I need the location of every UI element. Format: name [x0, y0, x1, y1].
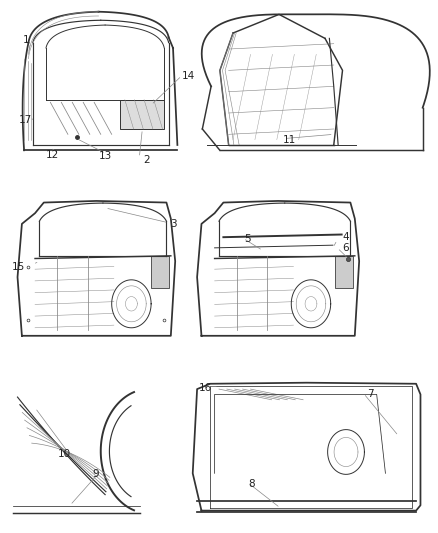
- Bar: [151, 256, 169, 288]
- Text: 3: 3: [170, 219, 177, 229]
- Text: 2: 2: [143, 155, 150, 165]
- Text: 10: 10: [58, 449, 71, 459]
- Text: 14: 14: [182, 71, 195, 80]
- Text: 7: 7: [367, 390, 374, 399]
- Text: 13: 13: [99, 151, 112, 160]
- Text: 11: 11: [283, 135, 296, 144]
- FancyBboxPatch shape: [120, 100, 164, 129]
- Text: 9: 9: [92, 470, 99, 479]
- Text: 8: 8: [248, 479, 255, 489]
- Text: 12: 12: [46, 150, 59, 159]
- Text: 16: 16: [198, 383, 212, 393]
- Text: 6: 6: [343, 243, 350, 253]
- Text: 5: 5: [244, 234, 251, 244]
- Bar: [335, 256, 353, 288]
- Text: 4: 4: [343, 232, 350, 242]
- Text: 17: 17: [19, 115, 32, 125]
- Text: 15: 15: [12, 262, 25, 271]
- Text: 1: 1: [23, 35, 30, 45]
